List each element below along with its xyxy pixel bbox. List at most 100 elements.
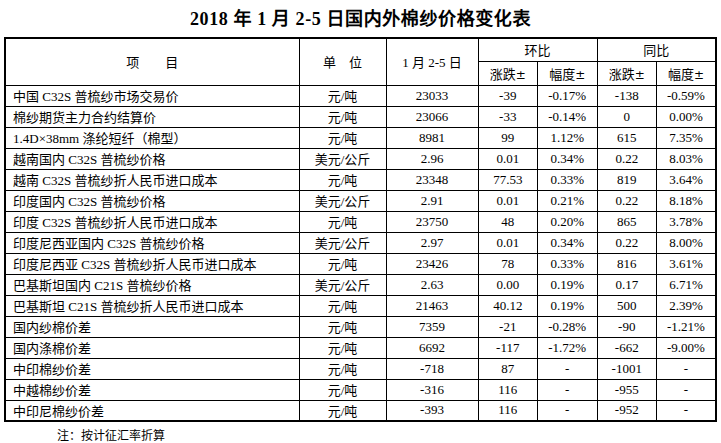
page-title: 2018 年 1 月 2-5 日国内外棉纱价格变化表: [0, 4, 721, 30]
cell-yoy-change: 615: [597, 127, 657, 148]
header-item: 项 目: [5, 38, 299, 85]
cell-value: 23426: [386, 253, 478, 274]
cell-unit: 元/吨: [299, 295, 386, 316]
header-yoy: 同比: [597, 38, 716, 61]
cell-mom-change: 0.01: [478, 190, 538, 211]
cell-yoy-pct: 3.64%: [657, 169, 717, 190]
cell-yoy-change: 0.22: [597, 148, 657, 169]
cell-yoy-change: 865: [597, 211, 657, 232]
table-row: 印度国内 C32S 普梳纱价格美元/公斤2.910.010.21%0.228.1…: [5, 190, 716, 211]
cell-mom-change: 78: [478, 253, 538, 274]
cell-yoy-pct: 7.35%: [657, 127, 717, 148]
table-row: 巴基斯坦国内 C21S 普梳纱价格美元/公斤2.630.000.19%0.176…: [5, 274, 716, 295]
cell-mom-change: 99: [478, 127, 538, 148]
cell-unit: 元/吨: [299, 337, 386, 358]
cell-unit: 美元/公斤: [299, 232, 386, 253]
table-row: 1.4D×38mm 涤纶短纤（棉型）元/吨8981991.12%6157.35%: [5, 127, 716, 148]
cell-mom-change: 48: [478, 211, 538, 232]
cell-unit: 元/吨: [299, 358, 386, 379]
cell-item: 1.4D×38mm 涤纶短纤（棉型）: [5, 127, 299, 148]
cell-yoy-pct: -9.00%: [657, 337, 717, 358]
cell-yoy-change: -662: [597, 337, 657, 358]
cell-value: 7359: [386, 316, 478, 337]
cell-unit: 美元/公斤: [299, 274, 386, 295]
cell-yoy-change: -952: [597, 400, 657, 421]
cell-item: 巴基斯坦国内 C21S 普梳纱价格: [5, 274, 299, 295]
cell-yoy-change: -1001: [597, 358, 657, 379]
cell-mom-pct: 1.12%: [538, 127, 598, 148]
cell-item: 印度国内 C32S 普梳纱价格: [5, 190, 299, 211]
table-row: 越南 C32S 普梳纱折人民币进口成本元/吨2334877.530.33%819…: [5, 169, 716, 190]
table-row: 中印棉纱价差元/吨-71887--1001-: [5, 358, 716, 379]
cell-item: 越南 C32S 普梳纱折人民币进口成本: [5, 169, 299, 190]
cell-mom-change: 116: [478, 379, 538, 400]
cell-mom-change: -117: [478, 337, 538, 358]
cell-yoy-pct: 6.71%: [657, 274, 717, 295]
cell-mom-pct: -: [538, 379, 598, 400]
cell-mom-pct: -0.14%: [538, 106, 598, 127]
cell-mom-pct: 0.34%: [538, 232, 598, 253]
price-table: 项 目 单 位 1 月 2-5 日 环比 同比 涨跌± 幅度± 涨跌± 幅度± …: [4, 37, 717, 422]
cell-yoy-pct: 0.00%: [657, 106, 717, 127]
cell-mom-change: -39: [478, 85, 538, 106]
table-row: 中印尼棉纱价差元/吨-393116--952-: [5, 400, 716, 421]
cell-mom-change: 116: [478, 400, 538, 421]
cell-yoy-change: -955: [597, 379, 657, 400]
cell-yoy-change: 0: [597, 106, 657, 127]
table-row: 中越棉纱价差元/吨-316116--955-: [5, 379, 716, 400]
cell-mom-pct: 0.19%: [538, 295, 598, 316]
cell-mom-pct: 0.20%: [538, 211, 598, 232]
header-date: 1 月 2-5 日: [386, 38, 478, 85]
cell-unit: 元/吨: [299, 127, 386, 148]
cell-value: 2.91: [386, 190, 478, 211]
cell-yoy-change: 500: [597, 295, 657, 316]
cell-item: 国内涤棉价差: [5, 337, 299, 358]
cell-yoy-change: -90: [597, 316, 657, 337]
cell-value: 6692: [386, 337, 478, 358]
header-yoy-pct: 幅度±: [657, 61, 717, 85]
table-row: 越南国内 C32S 普梳纱价格美元/公斤2.960.010.34%0.228.0…: [5, 148, 716, 169]
cell-mom-pct: 0.34%: [538, 148, 598, 169]
cell-yoy-pct: -: [657, 400, 717, 421]
cell-yoy-pct: -: [657, 358, 717, 379]
cell-item: 巴基斯坦 C21S 普梳纱折人民币进口成本: [5, 295, 299, 316]
cell-mom-pct: 0.33%: [538, 169, 598, 190]
header-mom: 环比: [478, 38, 597, 61]
table-row: 印度尼西亚国内 C32S 普梳纱价格美元/公斤2.970.010.34%0.22…: [5, 232, 716, 253]
cell-yoy-pct: 3.78%: [657, 211, 717, 232]
cell-value: 2.96: [386, 148, 478, 169]
header-yoy-change: 涨跌±: [597, 61, 657, 85]
table-row: 印度尼西亚 C32S 普梳纱折人民币进口成本元/吨23426780.33%816…: [5, 253, 716, 274]
cell-mom-pct: -0.17%: [538, 85, 598, 106]
plus-minus-sign: ±: [694, 68, 704, 82]
cell-unit: 美元/公斤: [299, 148, 386, 169]
cell-mom-pct: -1.72%: [538, 337, 598, 358]
cell-value: 23348: [386, 169, 478, 190]
cell-item: 中越棉纱价差: [5, 379, 299, 400]
cell-item: 越南国内 C32S 普梳纱价格: [5, 148, 299, 169]
cell-mom-change: -21: [478, 316, 538, 337]
plus-minus-sign: ±: [635, 68, 645, 82]
cell-value: 23066: [386, 106, 478, 127]
table-row: 中国 C32S 普梳纱市场交易价元/吨23033-39-0.17%-138-0.…: [5, 85, 716, 106]
cell-unit: 元/吨: [299, 316, 386, 337]
cell-item: 国内纱棉价差: [5, 316, 299, 337]
cell-item: 印度尼西亚国内 C32S 普梳纱价格: [5, 232, 299, 253]
cell-yoy-pct: -: [657, 379, 717, 400]
cell-mom-change: 87: [478, 358, 538, 379]
cell-yoy-change: 816: [597, 253, 657, 274]
cell-yoy-change: 0.22: [597, 232, 657, 253]
cell-item: 中印尼棉纱价差: [5, 400, 299, 421]
cell-yoy-change: -138: [597, 85, 657, 106]
cell-yoy-pct: -0.59%: [657, 85, 717, 106]
cell-mom-change: 0.01: [478, 148, 538, 169]
table-row: 国内涤棉价差元/吨6692-117-1.72%-662-9.00%: [5, 337, 716, 358]
plus-minus-sign: ±: [516, 68, 526, 82]
cell-yoy-change: 0.17: [597, 274, 657, 295]
cell-unit: 元/吨: [299, 400, 386, 421]
cell-mom-pct: 0.21%: [538, 190, 598, 211]
cell-value: 23033: [386, 85, 478, 106]
cell-mom-pct: -0.28%: [538, 316, 598, 337]
table-row: 棉纱期货主力合约结算价元/吨23066-33-0.14%00.00%: [5, 106, 716, 127]
cell-unit: 元/吨: [299, 211, 386, 232]
